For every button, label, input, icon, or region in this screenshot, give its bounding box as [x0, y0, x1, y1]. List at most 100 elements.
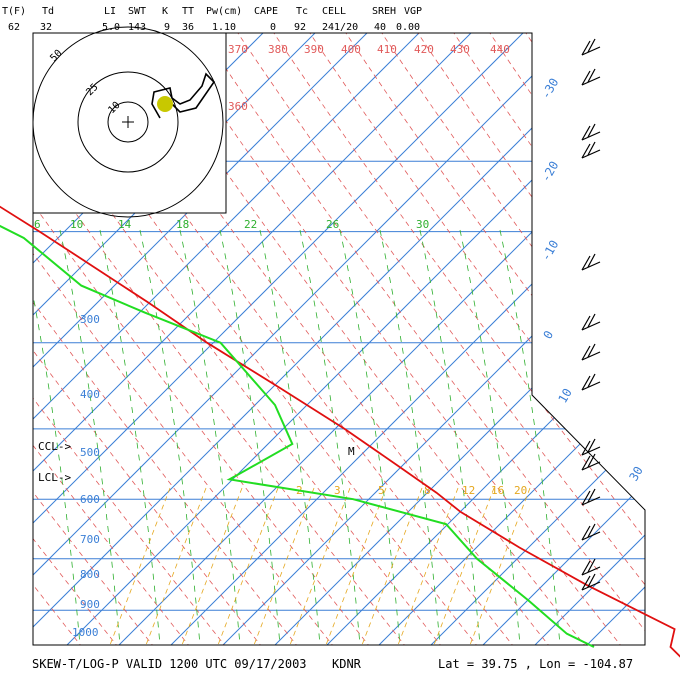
- dry-adiabat: [215, 33, 645, 645]
- theta-label: 360: [228, 100, 248, 113]
- pressure-label: 1000: [72, 626, 99, 639]
- pressure-label: 400: [80, 388, 100, 401]
- temperature-label: -20: [538, 159, 561, 185]
- temperature-label: -10: [538, 238, 561, 264]
- pressure-label: 600: [80, 493, 100, 506]
- moist-adiabat: [139, 229, 201, 645]
- dry-adiabat: [33, 33, 521, 645]
- temperature-label: 10: [555, 386, 574, 406]
- mixing-ratio-line: [361, 487, 423, 645]
- wind-barb: [581, 523, 601, 541]
- dry-adiabat: [33, 33, 305, 645]
- pressure-label: 700: [80, 533, 100, 546]
- pressure-label: 300: [80, 313, 100, 326]
- wind-barb: [581, 488, 601, 506]
- mixing-ratio-label: 16: [491, 484, 504, 497]
- isotherm: [33, 33, 557, 645]
- theta-label: 430: [450, 43, 470, 56]
- hodograph-ring: [32, 26, 224, 218]
- hodograph-box: [32, 32, 227, 214]
- header-label: CELL: [322, 6, 346, 17]
- isotherm: [167, 33, 645, 645]
- header-value: 62: [8, 22, 20, 33]
- dry-adiabat: [611, 33, 645, 645]
- theta-e-label: 14: [118, 218, 132, 231]
- ccl-marker: CCL->: [38, 440, 71, 453]
- isotherm: [63, 33, 645, 645]
- mixing-ratio-label: 20: [514, 484, 527, 497]
- dry-adiabat: [35, 33, 557, 645]
- moist-adiabat: [339, 229, 401, 645]
- hodograph-ring: [77, 71, 179, 173]
- mixing-ratio-line: [145, 487, 207, 645]
- header-value: 5.0: [102, 22, 120, 33]
- axis-labels: CCL-> LCL-> M 300 400 500 600 700 800 90…: [34, 43, 646, 639]
- header-value: 92: [294, 22, 306, 33]
- plot-frame: [32, 32, 646, 646]
- wind-barb: [581, 313, 601, 331]
- moist-adiabat: [99, 229, 161, 645]
- header-value: 9: [164, 22, 170, 33]
- wind-barb: [581, 343, 601, 361]
- mixing-ratio-label: 3: [334, 484, 341, 497]
- moist-adiabat: [219, 229, 281, 645]
- wind-barb: [581, 68, 601, 86]
- isotherm: [33, 33, 401, 645]
- hodograph-trace: [151, 72, 216, 119]
- wind-barb: [581, 253, 601, 271]
- dry-adiabat: [179, 33, 645, 645]
- isotherm: [33, 33, 609, 645]
- header-label: Td: [42, 6, 54, 17]
- dry-adiabat: [33, 33, 485, 645]
- header-value: 40: [374, 22, 386, 33]
- mixing-ratio-line: [109, 487, 171, 645]
- wind-barb: [581, 141, 601, 159]
- dry-adiabat: [33, 33, 233, 645]
- theta-label: 380: [268, 43, 288, 56]
- dry-adiabat: [107, 33, 629, 645]
- dry-adiabat: [287, 33, 645, 645]
- wind-barb: [581, 123, 601, 141]
- header-label: T(F): [2, 6, 26, 17]
- theta-label: 400: [341, 43, 361, 56]
- isotherm: [33, 33, 453, 645]
- theta-e-label: 10: [70, 218, 83, 231]
- theta-e-label: 18: [176, 218, 189, 231]
- dry-adiabat: [359, 33, 645, 645]
- dry-adiabat: [33, 33, 449, 645]
- isotherm: [323, 33, 645, 645]
- dry-adiabat: [539, 33, 645, 645]
- wind-barb: [581, 453, 601, 471]
- theta-e-label: 30: [416, 218, 429, 231]
- mixing-ratio-line: [397, 487, 459, 645]
- isotherm: [115, 33, 645, 645]
- isotherm: [427, 33, 645, 645]
- header-value: 1.10: [212, 22, 236, 33]
- isotherm: [479, 33, 645, 645]
- moist-adiabat: [259, 229, 321, 645]
- header-value: 241/20: [322, 22, 358, 33]
- header-value: 0: [270, 22, 276, 33]
- wind-barb: [581, 373, 601, 391]
- footer-station: KDNR: [332, 657, 362, 671]
- pressure-label: 900: [80, 598, 100, 611]
- theta-label: 370: [228, 43, 248, 56]
- header-label: SWT: [128, 6, 146, 17]
- moist-adiabat: [299, 229, 361, 645]
- header-label: Tc: [296, 6, 308, 17]
- theta-label: 440: [490, 43, 510, 56]
- moist-adiabat: [59, 229, 121, 645]
- dewpoint-trace: [0, 224, 595, 648]
- pressure-label: 800: [80, 568, 100, 581]
- temperature-label: -30: [538, 76, 561, 102]
- mixing-ratio-line: [469, 487, 531, 645]
- dry-adiabat: [251, 33, 645, 645]
- hodograph-storm-dot: [157, 96, 173, 112]
- moist-adiabat: [33, 229, 81, 645]
- pressure-label: 500: [80, 446, 100, 459]
- dry-adiabat: [33, 33, 413, 645]
- isotherm: [33, 33, 505, 645]
- moist-adiabat: [379, 229, 441, 645]
